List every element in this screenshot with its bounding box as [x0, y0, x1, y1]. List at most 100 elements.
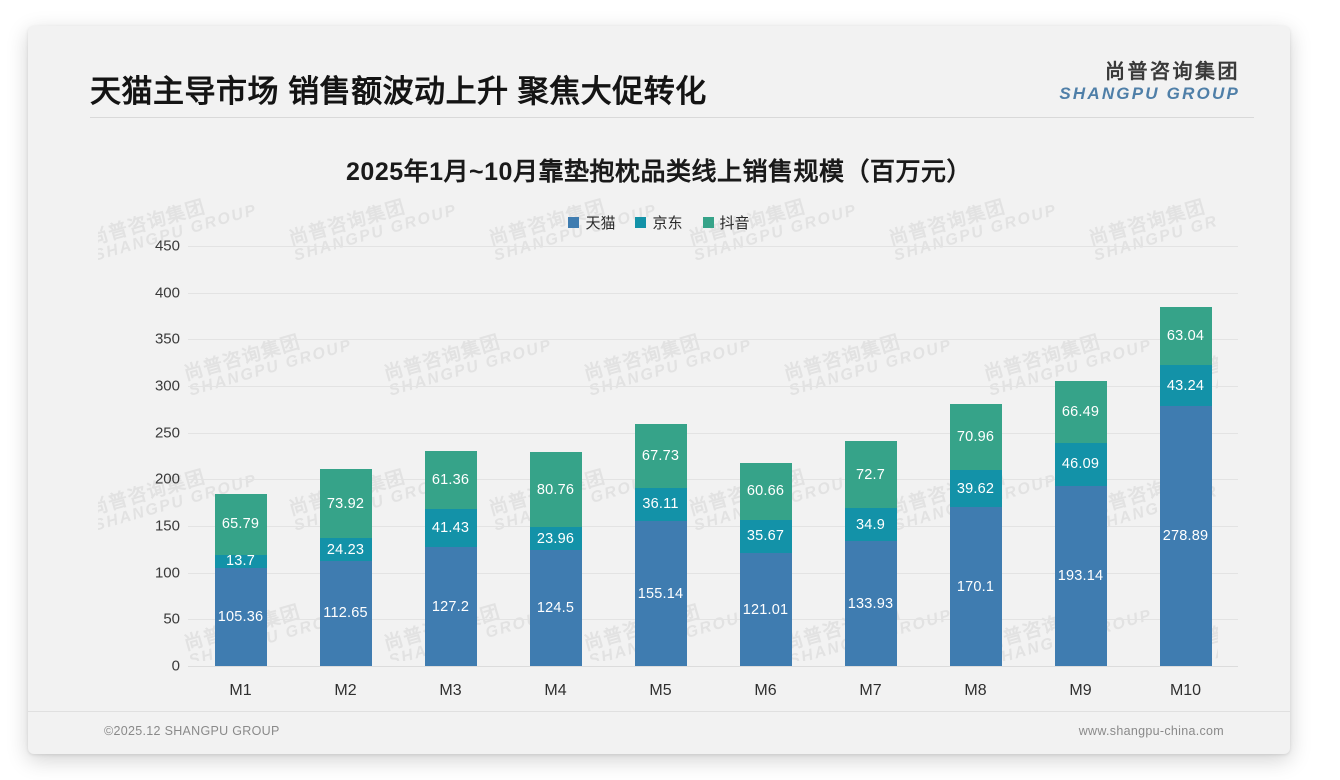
- bar-segment-抖音[interactable]: 80.76: [529, 452, 582, 528]
- bar-value-label: 34.9: [855, 516, 886, 533]
- bar-group-m3[interactable]: 61.36 41.43 127.2 M3: [401, 246, 501, 699]
- bar-value-label: 72.7: [855, 466, 886, 483]
- stacked-bar[interactable]: 66.49 46.09 193.14: [1054, 380, 1107, 666]
- bar-segment-京东[interactable]: 46.09: [1054, 442, 1107, 486]
- stacked-bar[interactable]: 72.7 34.9 133.93: [844, 440, 897, 666]
- bar-group-m1[interactable]: 65.79 13.7 105.36 M1: [191, 246, 291, 699]
- bar-value-label: 23.96: [536, 530, 575, 547]
- bar-segment-天猫[interactable]: 112.65: [319, 560, 372, 666]
- gridline: [188, 386, 1238, 387]
- x-axis-tick-label: M4: [544, 682, 567, 699]
- bar-group-m5[interactable]: 67.73 36.11 155.14 M5: [611, 246, 711, 699]
- y-axis-tick-label: 150: [154, 517, 180, 535]
- bar-segment-天猫[interactable]: 105.36: [214, 567, 267, 666]
- bar-value-label: 70.96: [956, 429, 995, 446]
- bar-value-label: 170.1: [956, 578, 995, 595]
- slide-card: 天猫主导市场 销售额波动上升 聚焦大促转化 尚普咨询集团 SHANGPU GRO…: [28, 26, 1290, 754]
- bar-group-m2[interactable]: 73.92 24.23 112.65 M2: [296, 246, 396, 699]
- bar-value-label: 36.11: [642, 496, 679, 513]
- bar-segment-抖音[interactable]: 66.49: [1054, 380, 1107, 443]
- legend-swatch-icon: [635, 217, 647, 228]
- header-divider: [90, 117, 1254, 118]
- legend-item-1[interactable]: 天猫: [568, 212, 615, 233]
- bar-segment-天猫[interactable]: 133.93: [844, 541, 897, 666]
- stacked-bar[interactable]: 70.96 39.62 170.1: [949, 404, 1002, 666]
- stacked-bar[interactable]: 73.92 24.23 112.65: [319, 469, 372, 666]
- legend-item-2[interactable]: 京东: [635, 212, 683, 233]
- stacked-bar[interactable]: 61.36 41.43 127.2: [424, 451, 477, 666]
- bar-series-container: 65.79 13.7 105.36 M1 73.92 24.23 112.65 M2 61.36…: [188, 246, 1238, 699]
- bar-segment-抖音[interactable]: 72.7: [844, 440, 897, 509]
- bar-segment-天猫[interactable]: 124.5: [529, 549, 582, 666]
- footer-website: www.shangpu-china.com: [1078, 724, 1224, 738]
- bar-segment-抖音[interactable]: 60.66: [739, 463, 792, 520]
- footer-copyright: ©2025.12 SHANGPU GROUP: [104, 724, 280, 738]
- legend-label: 抖音: [719, 215, 750, 232]
- slide-header: 天猫主导市场 销售额波动上升 聚焦大促转化 尚普咨询集团 SHANGPU GRO…: [28, 26, 1290, 118]
- y-axis-tick-label: 450: [154, 237, 180, 255]
- brand-logo: 尚普咨询集团 SHANGPU GROUP: [1059, 62, 1240, 103]
- plot-canvas: 65.79 13.7 105.36 M1 73.92 24.23 112.65 M2 61.36…: [188, 246, 1238, 699]
- bar-segment-天猫[interactable]: 155.14: [634, 521, 687, 666]
- bar-segment-京东[interactable]: 34.9: [844, 508, 897, 541]
- y-axis-tick-label: 400: [154, 284, 180, 302]
- bar-value-label: 133.93: [847, 595, 894, 612]
- x-axis-tick-label: M1: [229, 682, 252, 699]
- y-axis-tick-label: 250: [154, 424, 180, 442]
- bar-segment-京东[interactable]: 35.67: [739, 519, 792, 554]
- chart-title: 2025年1月~10月靠垫抱枕品类线上销售规模（百万元）: [346, 158, 972, 186]
- bar-segment-抖音[interactable]: 65.79: [214, 493, 267, 555]
- x-axis-tick-label: M5: [649, 682, 672, 699]
- bar-group-m10[interactable]: 63.04 43.24 278.89 M10: [1136, 246, 1236, 699]
- bar-value-label: 65.79: [221, 516, 260, 533]
- y-axis-tick-label: 50: [163, 610, 180, 628]
- bar-segment-京东[interactable]: 13.7: [214, 553, 267, 569]
- bar-segment-抖音[interactable]: 73.92: [319, 469, 372, 539]
- legend-swatch-icon: [568, 217, 580, 228]
- gridline: [188, 339, 1238, 341]
- chart-plot-area: 450 400 350 300 250 200 150 100 50 0 65.79 13.7 105…: [28, 26, 1290, 754]
- bar-segment-京东[interactable]: 24.23: [319, 538, 372, 561]
- legend-label: 京东: [652, 215, 683, 232]
- bar-segment-京东[interactable]: 43.24: [1159, 365, 1212, 406]
- stacked-bar[interactable]: 80.76 23.96 124.5: [529, 452, 582, 666]
- bar-group-m4[interactable]: 80.76 23.96 124.5 M4: [506, 246, 606, 699]
- y-axis-tick-label: 350: [154, 330, 180, 348]
- bar-segment-抖音[interactable]: 63.04: [1159, 306, 1212, 366]
- bar-segment-抖音[interactable]: 67.73: [634, 424, 687, 488]
- logo-chinese-text: 尚普咨询集团: [1105, 61, 1240, 83]
- bar-value-label: 278.89: [1162, 527, 1209, 544]
- bar-segment-京东[interactable]: 39.62: [949, 470, 1002, 508]
- bar-group-m9[interactable]: 66.49 46.09 193.14 M9: [1031, 246, 1131, 699]
- y-axis-tick-label: 100: [154, 564, 180, 582]
- bar-value-label: 61.36: [431, 471, 470, 488]
- stacked-bar[interactable]: 63.04 43.24 278.89: [1159, 306, 1212, 666]
- bar-segment-天猫[interactable]: 127.2: [424, 547, 477, 666]
- stacked-bar[interactable]: 60.66 35.67 121.01: [739, 463, 792, 666]
- bar-segment-天猫[interactable]: 170.1: [949, 507, 1002, 666]
- bar-segment-京东[interactable]: 36.11: [634, 487, 687, 522]
- bar-segment-天猫[interactable]: 193.14: [1054, 485, 1107, 666]
- x-axis-tick-label: M10: [1169, 682, 1202, 699]
- bar-segment-抖音[interactable]: 70.96: [949, 404, 1002, 471]
- gridline: [188, 479, 1238, 481]
- legend-item-3[interactable]: 抖音: [702, 212, 750, 233]
- bar-segment-天猫[interactable]: 278.89: [1159, 405, 1212, 666]
- gridline: [188, 526, 1238, 527]
- bar-group-m7[interactable]: 72.7 34.9 133.93 M7: [821, 246, 921, 699]
- bar-value-label: 66.49: [1061, 403, 1100, 420]
- bar-segment-天猫[interactable]: 121.01: [739, 553, 792, 666]
- bar-segment-京东[interactable]: 23.96: [529, 527, 582, 550]
- gridline: [188, 292, 1238, 294]
- gridline: [188, 432, 1238, 434]
- bar-value-label: 155.14: [637, 585, 684, 602]
- stacked-bar[interactable]: 65.79 13.7 105.36: [214, 493, 267, 666]
- bar-segment-京东[interactable]: 41.43: [424, 508, 477, 548]
- bar-group-m8[interactable]: 70.96 39.62 170.1 M8: [926, 246, 1026, 699]
- gridline: [188, 619, 1238, 621]
- stacked-bar[interactable]: 67.73 36.11 155.14: [634, 424, 687, 666]
- x-axis-tick-label: M6: [754, 682, 777, 699]
- bar-group-m6[interactable]: 60.66 35.67 121.01 M6: [716, 246, 816, 699]
- bar-segment-抖音[interactable]: 61.36: [424, 451, 477, 509]
- legend-swatch-icon: [702, 217, 714, 228]
